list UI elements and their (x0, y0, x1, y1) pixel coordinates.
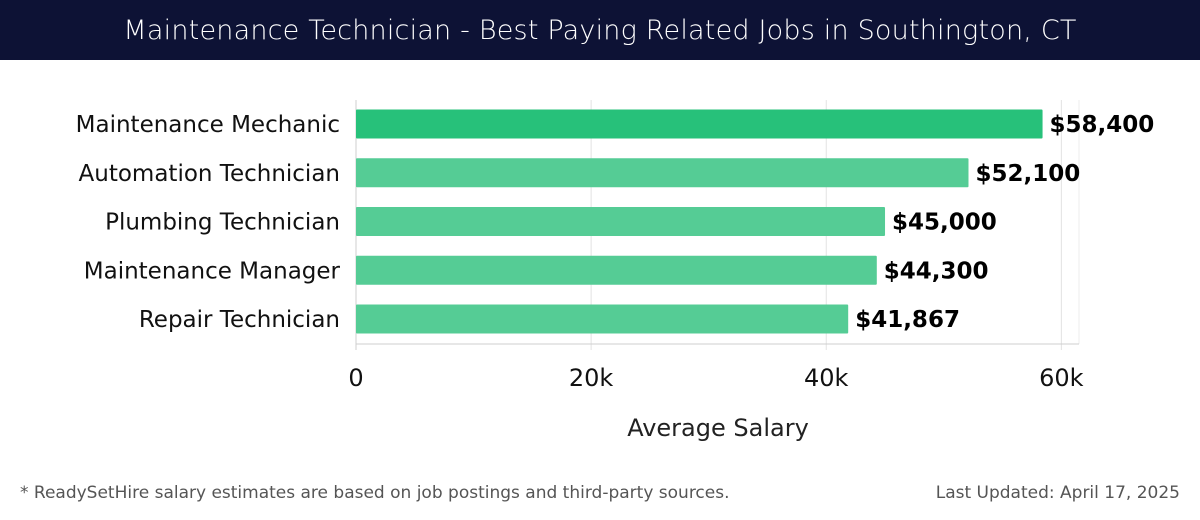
x-tick-label: 20k (569, 364, 614, 392)
last-updated: Last Updated: April 17, 2025 (935, 483, 1180, 503)
category-labels: Maintenance Mechanic Automation Technicia… (76, 112, 341, 333)
bar (356, 255, 877, 285)
footnote: * ReadySetHire salary estimates are base… (20, 483, 730, 503)
title-bar: Maintenance Technician - Best Paying Rel… (0, 0, 1200, 60)
value-label: $45,000 (892, 210, 997, 236)
bar-chart: Maintenance Mechanic Automation Technicia… (76, 100, 1154, 442)
chart-title: Maintenance Technician - Best Paying Rel… (123, 14, 1077, 46)
bar (356, 109, 1043, 139)
bar (356, 207, 886, 236)
bar (356, 158, 969, 188)
x-tick-label: 60k (1039, 364, 1084, 392)
x-axis-ticks: 0 20k 40k 60k (348, 364, 1083, 392)
value-label: $41,867 (855, 307, 960, 333)
category-label: Repair Technician (139, 307, 340, 333)
bars (356, 109, 1043, 334)
category-label: Maintenance Manager (84, 258, 341, 284)
value-label: $58,400 (1050, 112, 1155, 138)
bar (356, 304, 849, 334)
value-labels: $58,400 $52,100 $45,000 $44,300 $41,867 (855, 112, 1154, 333)
category-label: Automation Technician (79, 161, 340, 187)
x-tick-label: 40k (804, 364, 849, 392)
x-tick-label: 0 (348, 364, 363, 392)
category-label: Maintenance Mechanic (76, 112, 340, 138)
category-label: Plumbing Technician (105, 210, 340, 236)
value-label: $52,100 (975, 161, 1080, 187)
value-label: $44,300 (884, 258, 989, 284)
x-axis-title: Average Salary (627, 414, 809, 442)
